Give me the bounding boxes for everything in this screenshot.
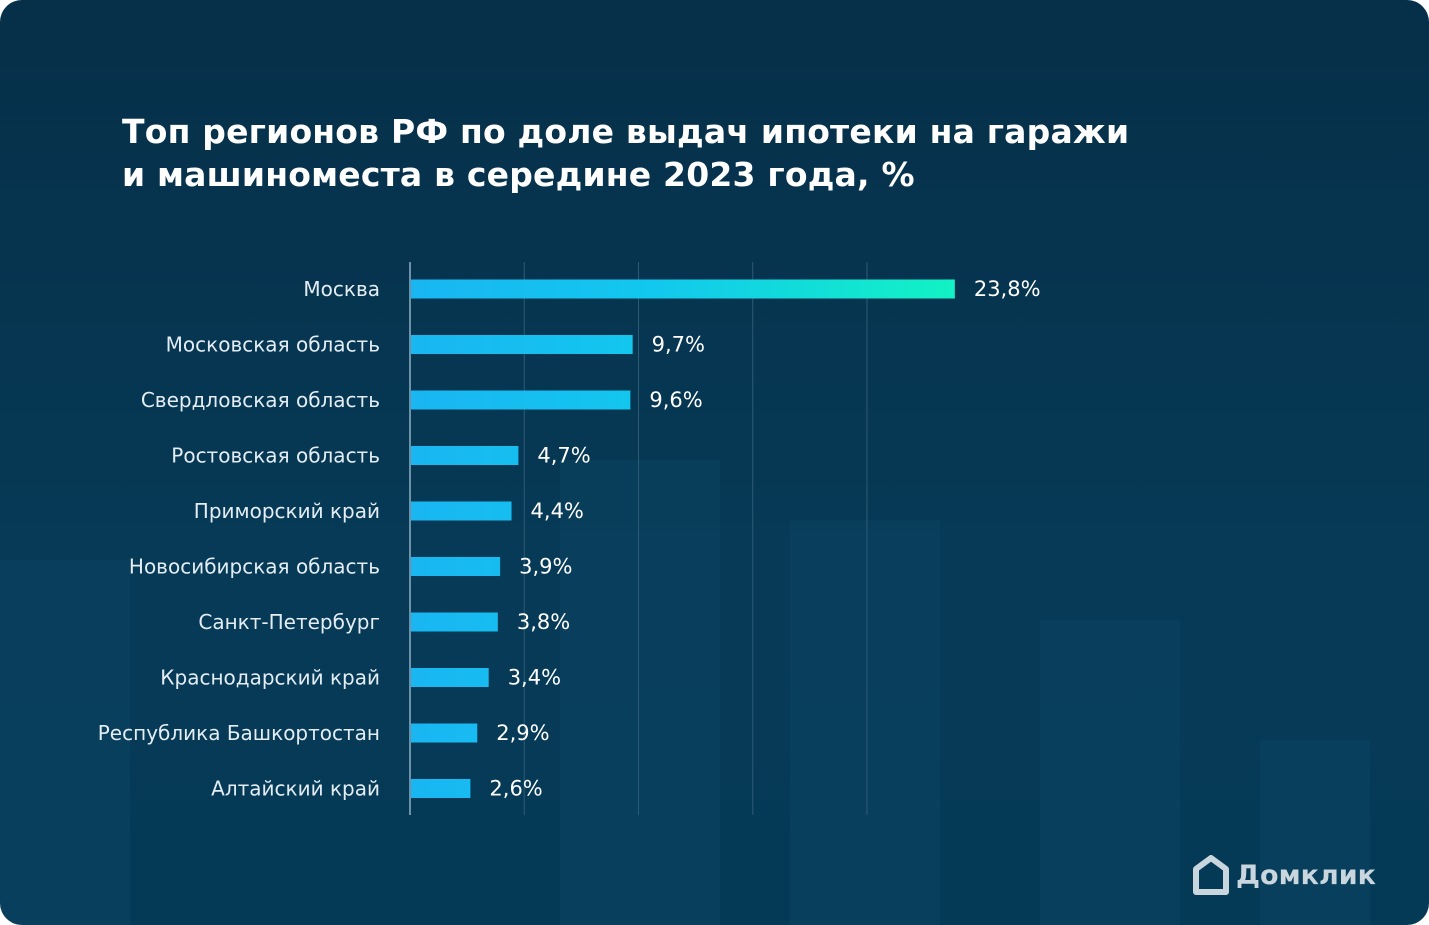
bg-building	[1040, 620, 1180, 925]
chart-title-line-1: Топ регионов РФ по доле выдач ипотеки на…	[122, 112, 1130, 151]
value-label: 9,6%	[649, 388, 702, 412]
category-label: Новосибирская область	[129, 555, 380, 579]
bar	[411, 501, 512, 521]
bar	[411, 279, 955, 299]
bar	[411, 446, 519, 465]
bar	[411, 390, 631, 410]
category-label: Санкт-Петербург	[198, 610, 380, 634]
chart-title-line-2: и машиноместа в середине 2023 года, %	[122, 155, 915, 194]
value-label: 23,8%	[974, 277, 1041, 301]
value-label: 9,7%	[652, 333, 705, 357]
category-label: Московская область	[166, 333, 380, 357]
bar	[411, 668, 489, 687]
bar	[411, 612, 498, 632]
value-label: 3,4%	[508, 666, 561, 690]
category-label: Краснодарский край	[160, 666, 380, 690]
house-icon	[1193, 855, 1229, 895]
category-label: Свердловская область	[141, 388, 380, 412]
bar	[411, 557, 501, 576]
category-label: Республика Башкортостан	[98, 721, 380, 745]
bg-building	[560, 460, 720, 925]
value-label: 4,4%	[531, 499, 584, 523]
bar	[411, 779, 471, 798]
category-label: Москва	[303, 277, 380, 301]
domclick-logo: Домклик	[1192, 855, 1376, 895]
bar	[411, 723, 478, 743]
category-label: Алтайский край	[211, 777, 380, 801]
value-label: 4,7%	[537, 444, 590, 468]
bg-building	[790, 520, 940, 925]
value-label: 2,6%	[489, 777, 542, 801]
value-label: 2,9%	[496, 721, 549, 745]
category-label: Приморский край	[194, 499, 380, 523]
value-label: 3,8%	[517, 610, 570, 634]
logo-text: Домклик	[1236, 859, 1377, 891]
bg-building	[0, 560, 130, 925]
value-label: 3,9%	[519, 555, 572, 579]
bg-building	[1260, 740, 1370, 925]
category-label: Ростовская область	[171, 444, 380, 468]
bar	[411, 335, 633, 354]
chart-title: Топ регионов РФ по доле выдач ипотеки на…	[122, 110, 1222, 196]
